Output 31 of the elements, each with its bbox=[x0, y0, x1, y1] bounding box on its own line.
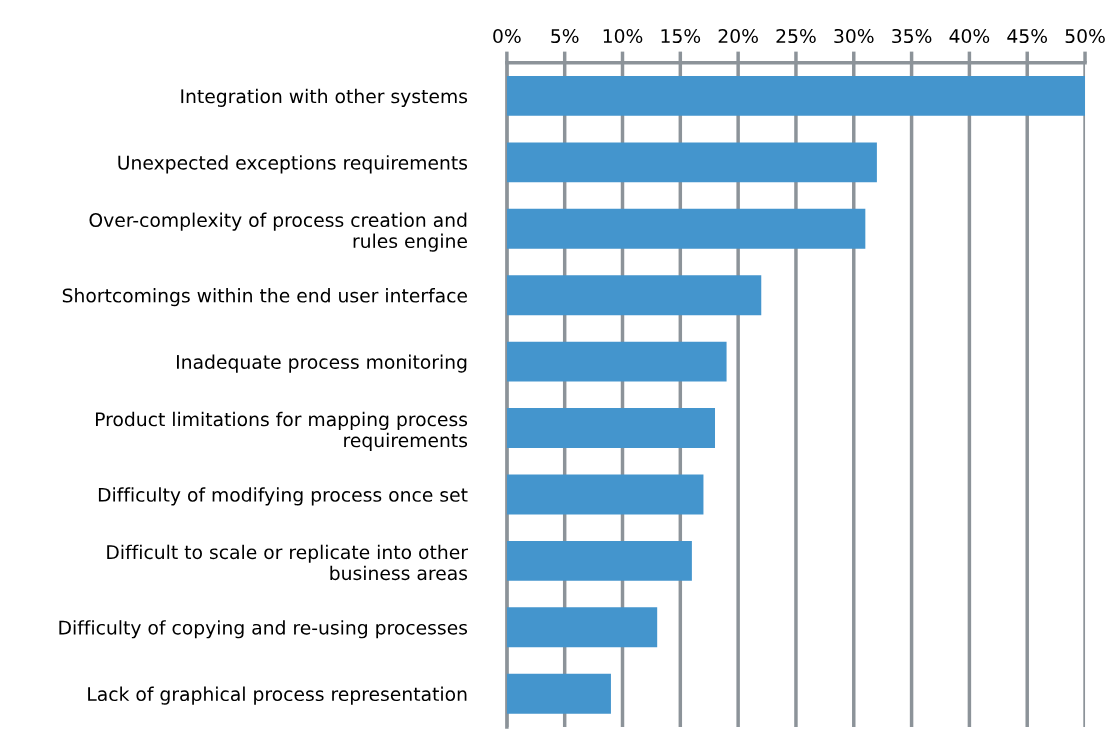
x-tick-label: 5% bbox=[551, 28, 579, 44]
bar bbox=[506, 275, 762, 316]
x-tick-label: 0% bbox=[493, 28, 521, 44]
y-tick-label: Over-complexity of process creation and rules engine bbox=[89, 212, 467, 252]
x-tick-label: 40% bbox=[949, 28, 990, 44]
y-tick-label: Difficult to scale or replicate into other business areas bbox=[107, 544, 468, 581]
x-tick-label: 35% bbox=[892, 28, 932, 44]
bar bbox=[506, 408, 716, 448]
y-tick-label: Unexpected exceptions requirements bbox=[118, 155, 468, 174]
x-tick-label: 20% bbox=[718, 28, 758, 44]
y-tick-label: Product limitations for mapping process requirements bbox=[96, 411, 468, 451]
bar bbox=[506, 607, 658, 648]
x-tick-label: 45% bbox=[1007, 28, 1048, 44]
x-tick-label: 15% bbox=[661, 28, 701, 44]
bar bbox=[506, 142, 877, 183]
bar bbox=[506, 341, 727, 382]
y-tick-label: Integration with other systems bbox=[181, 88, 468, 107]
bar bbox=[506, 474, 704, 515]
x-tick-label: 25% bbox=[776, 28, 816, 44]
y-tick-label: Shortcomings within the end user interface bbox=[62, 288, 467, 307]
bar bbox=[506, 673, 611, 714]
x-tick-label: 50% bbox=[1065, 28, 1105, 44]
y-tick-label: Lack of graphical process representation bbox=[88, 686, 467, 705]
y-tick-label: Difficulty of copying and re-using processes bbox=[59, 620, 468, 639]
x-tick-label: 10% bbox=[603, 28, 643, 44]
bar bbox=[506, 76, 1086, 116]
y-tick-label: Inadequate process monitoring bbox=[177, 354, 467, 373]
bar bbox=[506, 540, 692, 581]
bar bbox=[506, 208, 866, 249]
y-tick-label: Difficulty of modifying process once set bbox=[98, 487, 468, 506]
x-tick-label: 30% bbox=[834, 28, 874, 44]
